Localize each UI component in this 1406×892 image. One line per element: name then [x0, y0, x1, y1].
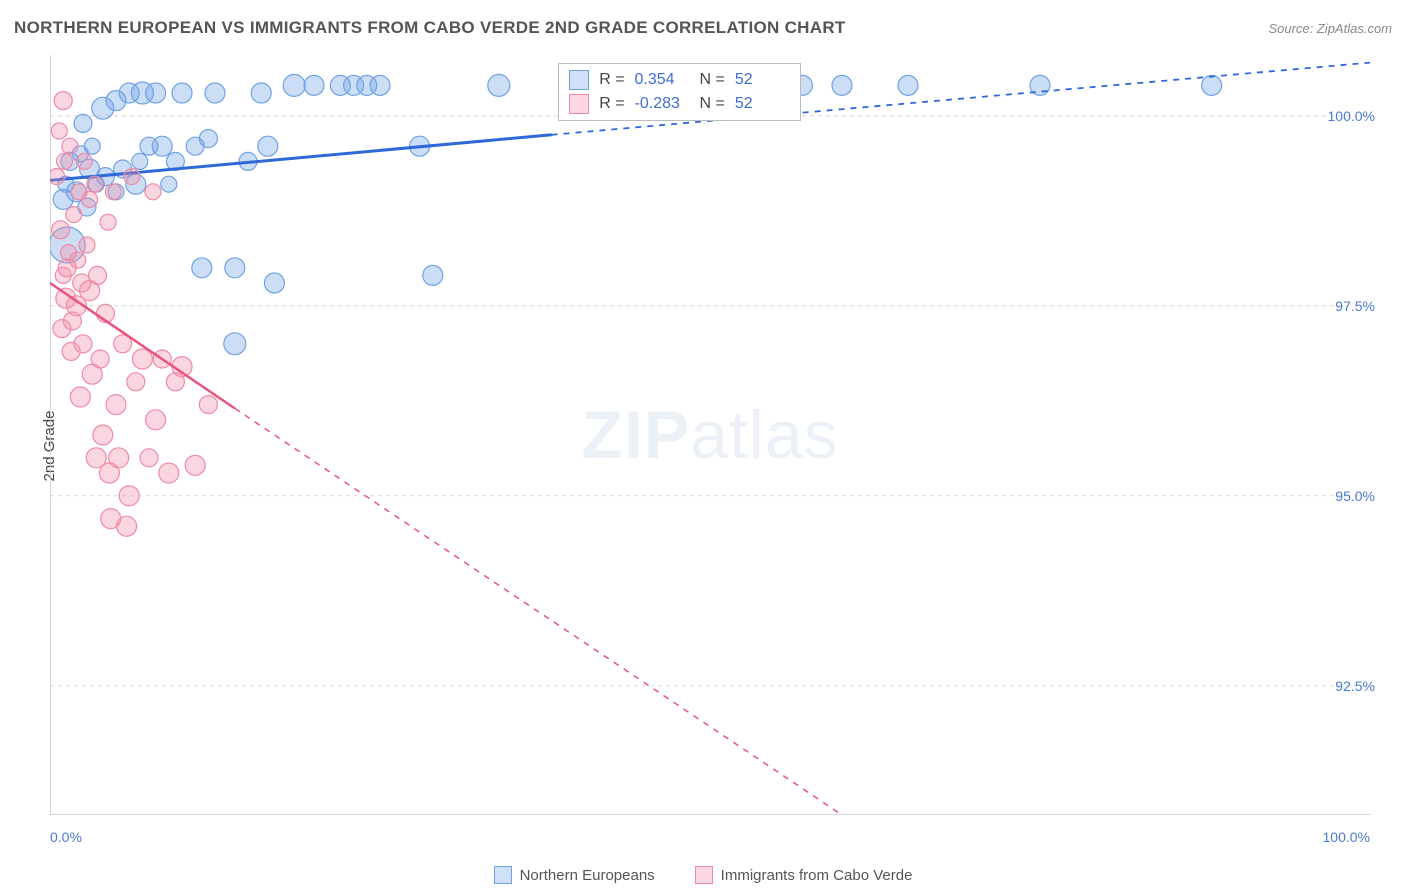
- y-tick-label: 100.0%: [1328, 108, 1375, 124]
- data-point-caboverde: [62, 342, 80, 360]
- data-point-caboverde: [106, 395, 126, 415]
- data-point-caboverde: [79, 237, 95, 253]
- stats-n-label: N =: [700, 95, 725, 113]
- stats-n-label: N =: [700, 71, 725, 89]
- stats-box: R = 0.354 N = 52 R = -0.283 N = 52: [558, 63, 801, 121]
- data-point-caboverde: [124, 169, 140, 185]
- data-point-northern: [898, 75, 918, 95]
- plot-area: ZIPatlas 92.5%95.0%97.5%100.0% 0.0%100.0…: [50, 55, 1370, 815]
- chart-source: Source: ZipAtlas.com: [1268, 21, 1392, 36]
- y-tick-label: 95.0%: [1335, 488, 1375, 504]
- data-point-northern: [488, 74, 510, 96]
- data-point-caboverde: [159, 463, 179, 483]
- data-point-caboverde: [70, 252, 86, 268]
- data-point-caboverde: [140, 449, 158, 467]
- legend-swatch-icon: [695, 866, 713, 884]
- data-point-caboverde: [127, 373, 145, 391]
- data-point-northern: [370, 75, 390, 95]
- trendline-dashed-caboverde: [235, 408, 842, 815]
- data-point-caboverde: [73, 274, 91, 292]
- data-point-northern: [423, 265, 443, 285]
- data-point-northern: [152, 136, 172, 156]
- x-tick-label: 100.0%: [1323, 829, 1370, 845]
- data-point-northern: [251, 83, 271, 103]
- data-point-northern: [132, 153, 148, 169]
- stats-n-value: 52: [735, 71, 790, 89]
- data-point-caboverde: [54, 92, 72, 110]
- data-point-northern: [84, 138, 100, 154]
- data-point-northern: [258, 136, 278, 156]
- data-point-caboverde: [119, 486, 139, 506]
- data-point-caboverde: [100, 214, 116, 230]
- data-point-caboverde: [145, 184, 161, 200]
- data-point-northern: [74, 114, 92, 132]
- y-tick-label: 92.5%: [1335, 678, 1375, 694]
- data-point-caboverde: [66, 207, 82, 223]
- data-point-northern: [146, 83, 166, 103]
- stats-swatch-icon: [569, 70, 589, 90]
- stats-r-label: R =: [599, 71, 624, 89]
- y-tick-label: 97.5%: [1335, 298, 1375, 314]
- data-point-caboverde: [117, 516, 137, 536]
- data-point-caboverde: [91, 350, 109, 368]
- data-point-northern: [199, 130, 217, 148]
- data-point-northern: [172, 83, 192, 103]
- data-point-northern: [832, 75, 852, 95]
- data-point-caboverde: [50, 169, 65, 185]
- stats-row-northern: R = 0.354 N = 52: [569, 68, 790, 92]
- data-point-caboverde: [87, 176, 103, 192]
- data-point-caboverde: [52, 221, 70, 239]
- scatter-chart: [50, 55, 1370, 815]
- data-point-northern: [1202, 75, 1222, 95]
- data-point-caboverde: [70, 387, 90, 407]
- data-point-caboverde: [53, 320, 71, 338]
- data-point-caboverde: [62, 138, 78, 154]
- legend-label: Immigrants from Cabo Verde: [721, 867, 913, 884]
- stats-r-value: -0.283: [635, 95, 690, 113]
- data-point-caboverde: [105, 184, 121, 200]
- data-point-caboverde: [55, 267, 71, 283]
- stats-swatch-icon: [569, 94, 589, 114]
- stats-r-label: R =: [599, 95, 624, 113]
- data-point-caboverde: [76, 153, 92, 169]
- data-point-northern: [225, 258, 245, 278]
- data-point-northern: [161, 176, 177, 192]
- data-point-caboverde: [199, 396, 217, 414]
- data-point-northern: [192, 258, 212, 278]
- chart-title: NORTHERN EUROPEAN VS IMMIGRANTS FROM CAB…: [14, 18, 846, 38]
- data-point-northern: [283, 74, 305, 96]
- chart-header: NORTHERN EUROPEAN VS IMMIGRANTS FROM CAB…: [14, 18, 1392, 38]
- data-point-caboverde: [89, 266, 107, 284]
- data-point-northern: [264, 273, 284, 293]
- legend: Northern Europeans Immigrants from Cabo V…: [0, 866, 1406, 884]
- data-point-caboverde: [93, 425, 113, 445]
- data-point-caboverde: [51, 123, 67, 139]
- stats-r-value: 0.354: [635, 71, 690, 89]
- data-point-caboverde: [82, 191, 98, 207]
- data-point-caboverde: [109, 448, 129, 468]
- legend-item: Northern Europeans: [494, 866, 655, 884]
- legend-item: Immigrants from Cabo Verde: [695, 866, 913, 884]
- data-point-caboverde: [132, 349, 152, 369]
- x-tick-label: 0.0%: [50, 829, 82, 845]
- data-point-caboverde: [57, 153, 73, 169]
- data-point-northern: [304, 75, 324, 95]
- data-point-caboverde: [146, 410, 166, 430]
- data-point-caboverde: [185, 455, 205, 475]
- stats-n-value: 52: [735, 95, 790, 113]
- data-point-northern: [205, 83, 225, 103]
- legend-label: Northern Europeans: [520, 867, 655, 884]
- stats-row-caboverde: R = -0.283 N = 52: [569, 92, 790, 116]
- legend-swatch-icon: [494, 866, 512, 884]
- data-point-northern: [224, 333, 246, 355]
